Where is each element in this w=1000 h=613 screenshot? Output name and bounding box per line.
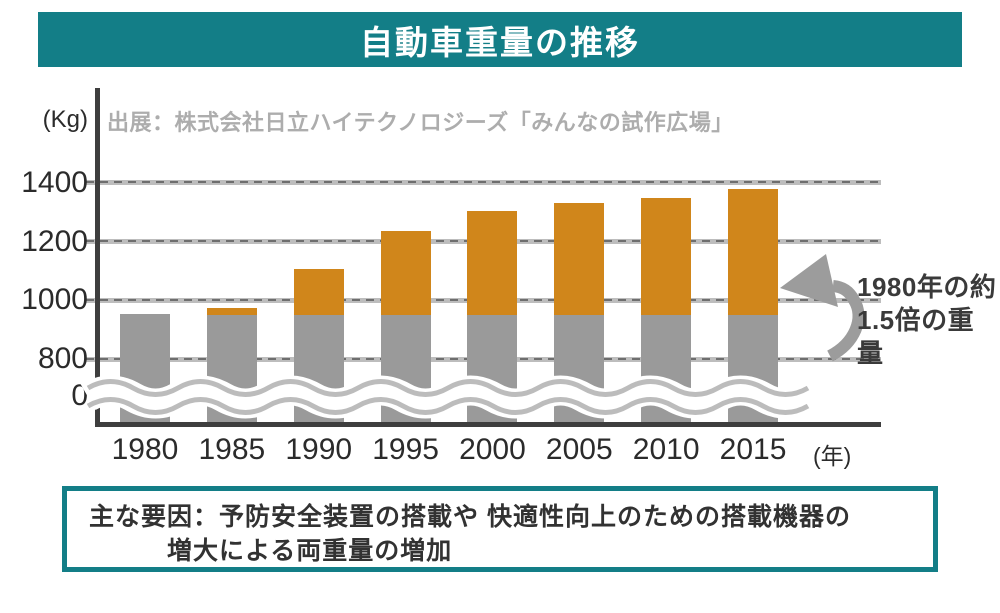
gridline-1400 (86, 180, 881, 186)
y-label-800: 800 (37, 342, 88, 375)
x-label-2005: 2005 (545, 433, 613, 466)
bar-1995-gray (380, 314, 431, 422)
x-label-2000: 2000 (459, 433, 526, 466)
bar-2015-gray (728, 314, 779, 422)
bar-2000-orange (467, 210, 518, 315)
y-label-1400: 1400 (21, 165, 88, 199)
bar-1990-gray (293, 314, 344, 422)
annotation-callout: 1980年の約 1.5倍の重量 (857, 271, 1000, 370)
bar-2015-orange (728, 188, 779, 315)
x-label-1980: 1980 (111, 433, 179, 466)
page-title: 自動車重量の推移 (360, 23, 640, 61)
bar-2010-orange (641, 197, 692, 315)
bar-1985-gray (206, 314, 257, 422)
bar-1990-orange (293, 269, 344, 315)
y-label-1200: 1200 (21, 224, 88, 258)
x-label-1990: 1990 (285, 433, 353, 466)
bar-1985-orange (206, 307, 257, 315)
annotation-line-1: 1980年の約 (857, 272, 997, 302)
wave-top (86, 379, 810, 397)
title-bar: 自動車重量の推移 (38, 12, 962, 67)
wave-eraser (80, 375, 816, 419)
bar-2000-gray (467, 314, 518, 422)
bar-1995-orange (380, 231, 431, 315)
footnote-line-1: 主な要因：予防安全装置の搭載や 快適性向上のための搭載機器の (89, 503, 851, 531)
annotation-line-2: 1.5倍の重量 (857, 305, 975, 368)
y-axis-unit-label: (Kg) (42, 106, 88, 133)
footnote-line-2: 増大による両重量の増加 (167, 537, 453, 565)
y-label-0: 0 (71, 379, 88, 412)
x-label-2010: 2010 (632, 433, 700, 466)
footnote-box: 主な要因：予防安全装置の搭載や 快適性向上のための搭載機器の 増大による両重量の… (62, 486, 938, 572)
x-label-1995: 1995 (372, 433, 439, 466)
y-axis (95, 88, 100, 427)
x-label-1985: 1985 (198, 433, 266, 466)
source-caption: 出展：株式会社日立ハイテクノロジーズ「みんなの試作広場」 (107, 110, 734, 135)
y-label-1000: 1000 (21, 283, 88, 317)
x-label-2015: 2015 (719, 433, 787, 466)
wave-bottom (86, 397, 810, 415)
bar-1980-gray (120, 313, 170, 422)
bar-2005-gray (554, 314, 605, 422)
x-axis (95, 422, 881, 427)
bar-2005-orange (554, 203, 605, 315)
x-axis-unit-label: (年) (813, 443, 852, 469)
bar-2010-gray (641, 314, 692, 422)
